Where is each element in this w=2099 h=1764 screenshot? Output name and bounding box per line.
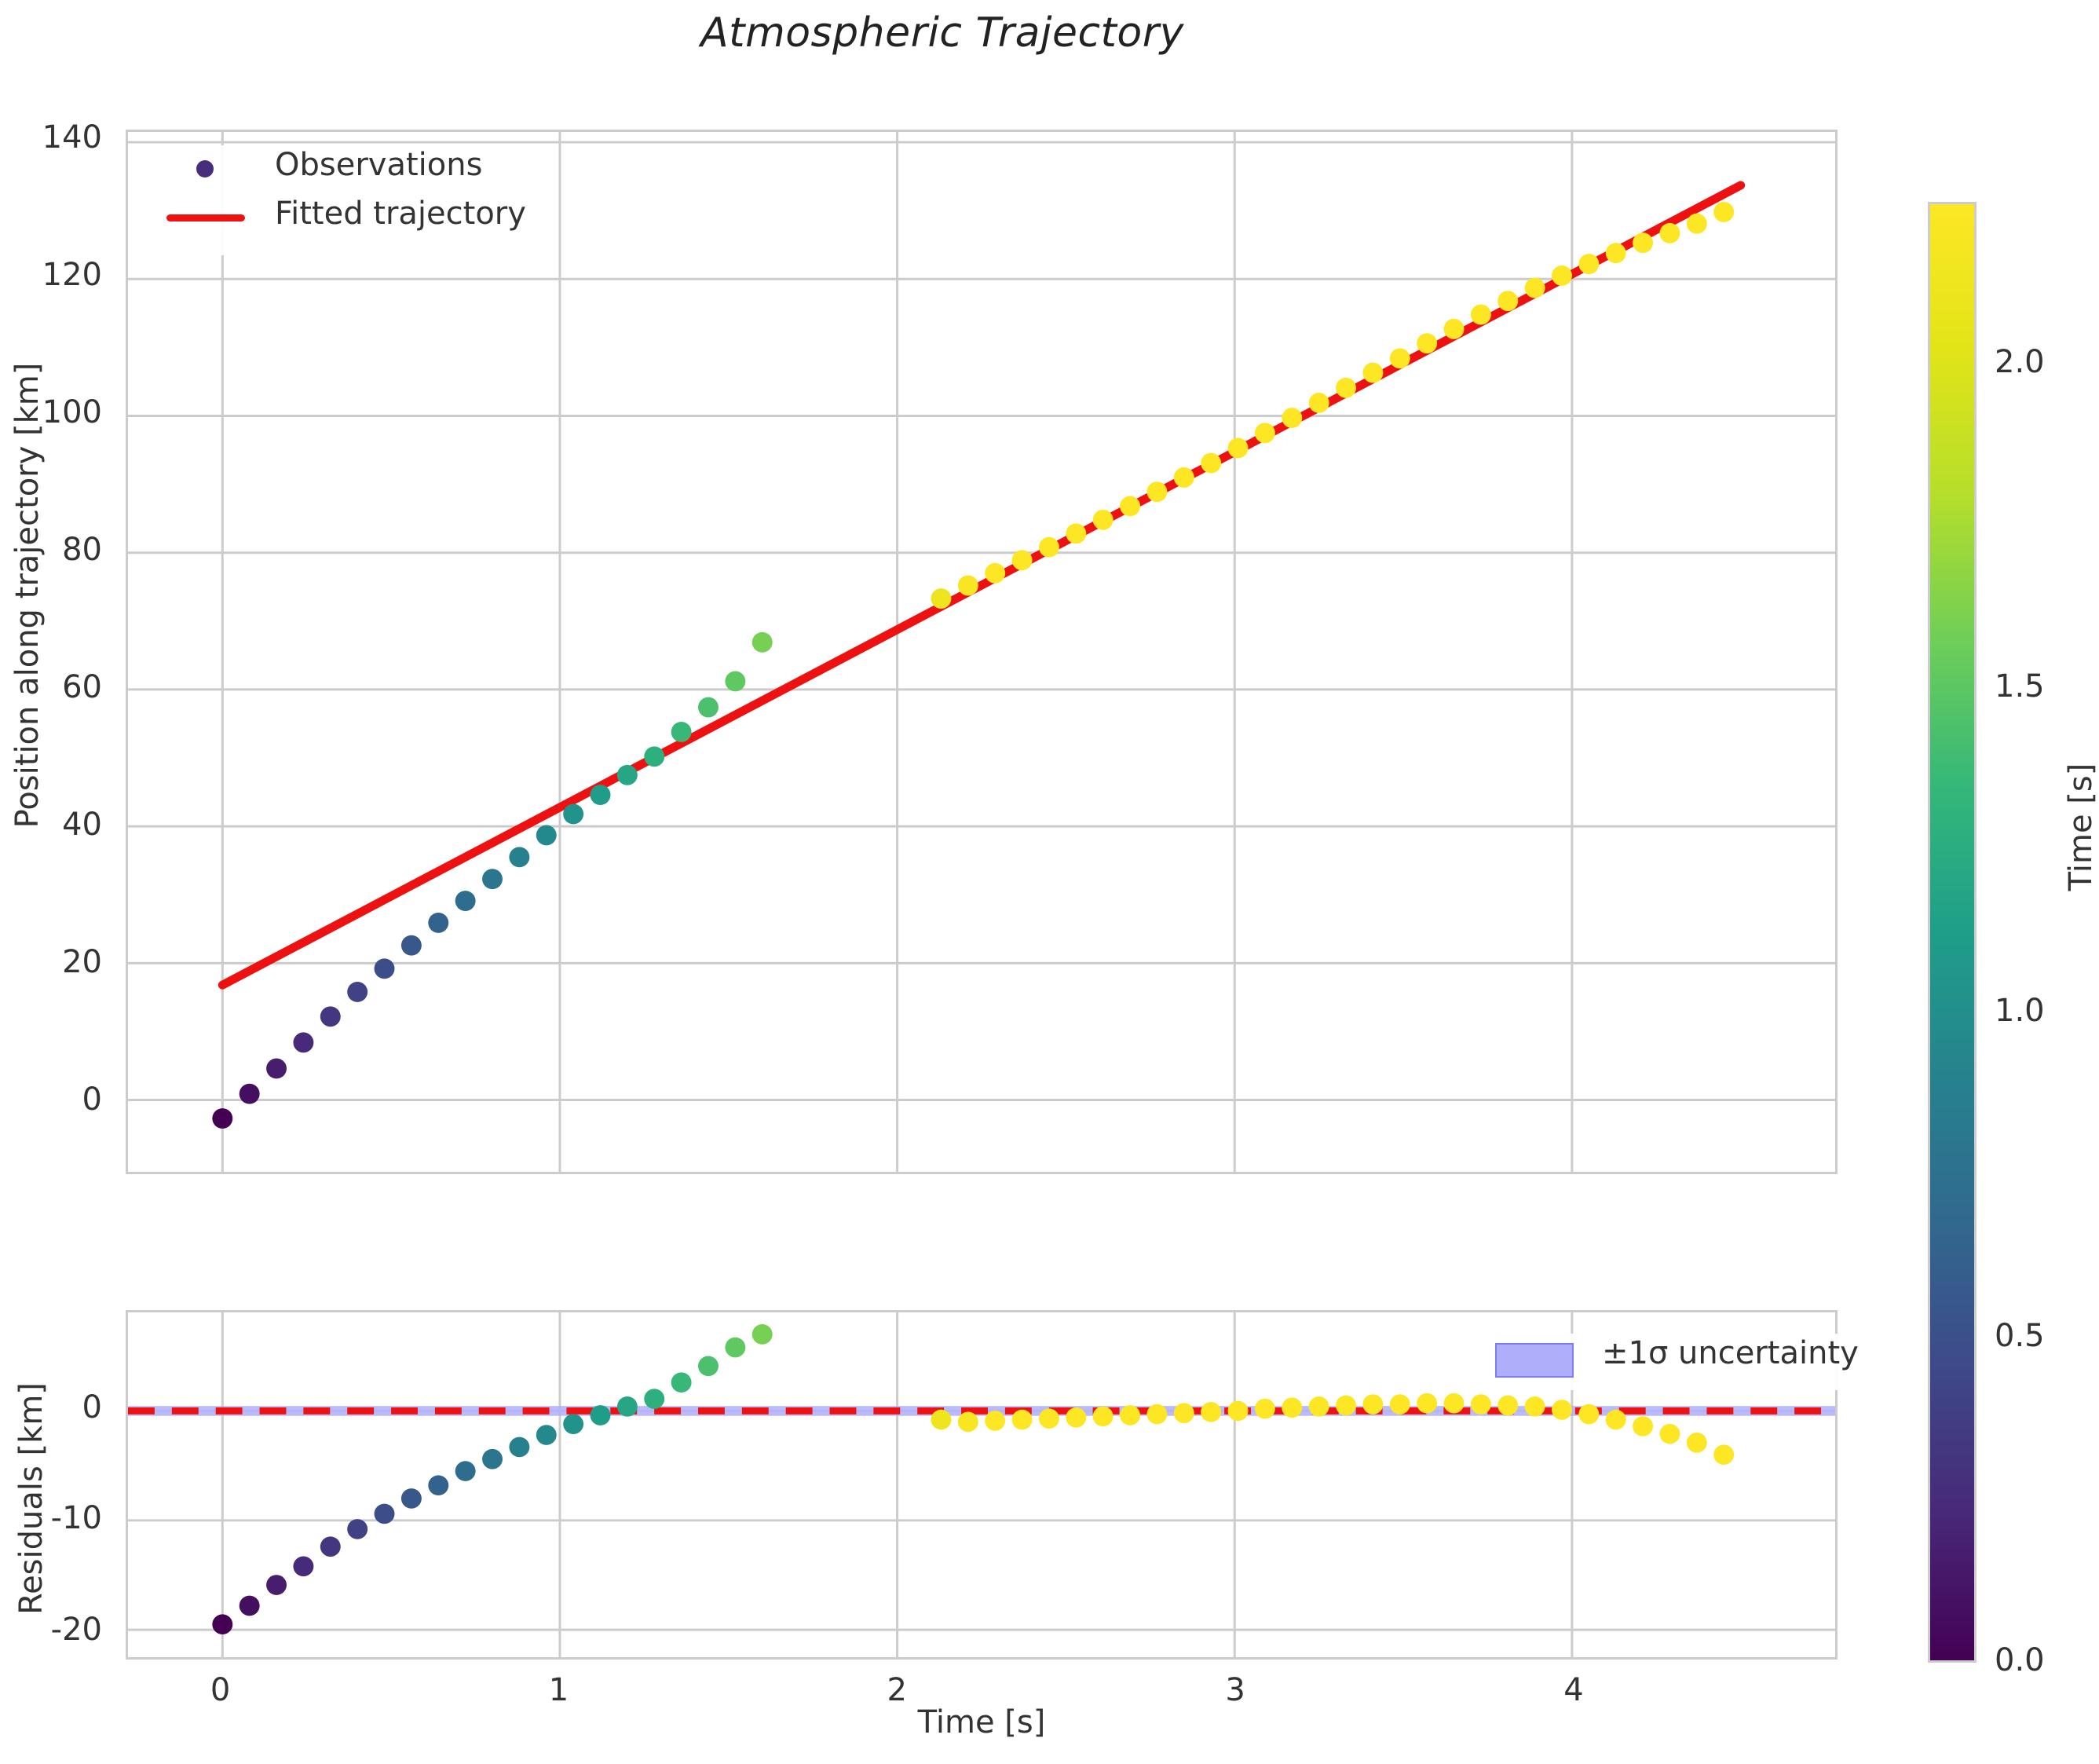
uncertainty-band-swatch-icon [1495, 1343, 1574, 1378]
colorbar-gradient [1930, 204, 1974, 1660]
legend-label-uncertainty: ±1σ uncertainty [1602, 1335, 1859, 1371]
main-plot-canvas [128, 132, 1835, 1172]
main-ytick-120: 120 [42, 257, 102, 294]
main-ytick-140: 140 [42, 119, 102, 156]
colorbar-tick-2: 1.0 [1995, 993, 2045, 1030]
main-y-axis-label: Position along trajectory [km] [9, 362, 46, 829]
fitted-line-marker-icon [166, 214, 245, 221]
main-ytick-100: 100 [42, 394, 102, 431]
resid-y-axis-label: Residuals [km] [13, 1382, 49, 1615]
main-plot-legend: Observations Fitted trajectory [149, 145, 558, 255]
resid-ytick-neg20: -20 [50, 1611, 102, 1648]
main-ytick-0: 0 [82, 1081, 102, 1118]
xtick-2: 2 [887, 1672, 907, 1708]
main-ytick-20: 20 [62, 944, 102, 981]
xtick-1: 1 [548, 1672, 569, 1708]
colorbar-tick-4: 2.0 [1995, 343, 2045, 380]
main-plot-axes [126, 130, 1838, 1174]
xtick-0: 0 [210, 1672, 231, 1708]
main-ytick-40: 40 [62, 807, 102, 844]
resid-ytick-neg10: -10 [50, 1500, 102, 1537]
xtick-4: 4 [1563, 1672, 1584, 1708]
resid-ytick-0: 0 [82, 1389, 102, 1426]
legend-label-fitted-trajectory: Fitted trajectory [275, 196, 526, 232]
figure-title: Atmospheric Trajectory [700, 9, 1184, 57]
xtick-3: 3 [1225, 1672, 1245, 1708]
colorbar-tick-0: 0.0 [1995, 1642, 2045, 1678]
x-axis-label: Time [s] [917, 1704, 1046, 1740]
residual-plot-legend: ±1σ uncertainty [1476, 1334, 1869, 1390]
main-ytick-60: 60 [62, 669, 102, 706]
main-ytick-80: 80 [62, 532, 102, 569]
colorbar-tick-1: 0.5 [1995, 1317, 2045, 1354]
colorbar-label: Time [s] [2063, 763, 2099, 891]
residual-plot-canvas [128, 1312, 1835, 1657]
colorbar-tick-3: 1.5 [1995, 668, 2045, 705]
colorbar [1928, 202, 1976, 1663]
observations-marker-icon [196, 160, 214, 177]
legend-label-observations: Observations [275, 147, 483, 183]
